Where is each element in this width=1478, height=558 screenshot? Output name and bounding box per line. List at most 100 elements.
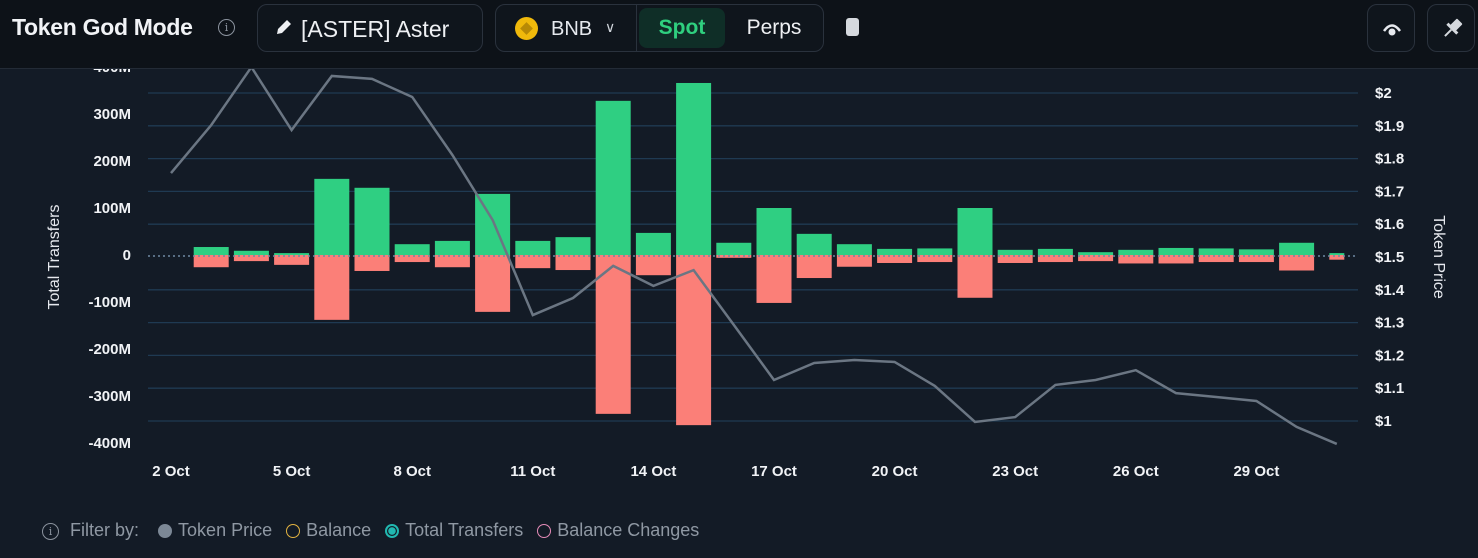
right-tick-label: $1.9 [1375,118,1404,135]
outflow-bar[interactable] [1118,255,1154,264]
inflow-bar[interactable] [917,248,953,255]
outflow-bar[interactable] [1279,255,1315,271]
inflow-bar[interactable] [1037,248,1073,255]
outflow-bar[interactable] [314,255,350,320]
inflow-bar[interactable] [314,178,350,255]
outflow-bar[interactable] [1158,255,1194,264]
outflow-bar[interactable] [394,255,430,263]
inflow-bar[interactable] [836,244,872,255]
inflow-bar[interactable] [354,187,390,255]
header: Token God Mode i [ASTER] Aster BNB ∨ Spo… [0,0,1478,69]
x-tick-label: 23 Oct [992,463,1038,480]
outflow-bar[interactable] [475,255,511,312]
outflow-bar[interactable] [1329,255,1345,260]
inflow-bar[interactable] [1198,248,1234,255]
outflow-bar[interactable] [796,255,832,279]
inflow-bar[interactable] [997,249,1033,255]
outflow-bar[interactable] [997,255,1033,263]
chain-dropdown[interactable]: BNB [551,18,593,40]
token-selector-button[interactable]: [ASTER] Aster [257,4,483,52]
outflow-bar[interactable] [877,255,913,263]
outflow-bar[interactable] [1238,255,1274,263]
outflow-bar[interactable] [274,255,310,265]
inflow-bar[interactable] [233,250,269,255]
inflow-bar[interactable] [676,82,712,255]
bars [193,82,1345,426]
left-tick-label: -200M [88,341,131,358]
inflow-bar[interactable] [274,253,310,255]
inflow-bar[interactable] [756,208,792,255]
inflow-bar[interactable] [1238,249,1274,255]
outflow-bar[interactable] [957,255,993,298]
outflow-bar[interactable] [354,255,390,271]
inflow-bar[interactable] [1158,247,1194,255]
watch-button[interactable] [1367,4,1415,52]
x-tick-label: 20 Oct [872,463,918,480]
outflow-bar[interactable] [1078,255,1114,262]
x-tick-label: 5 Oct [273,463,311,480]
right-tick-label: $1.4 [1375,282,1405,299]
right-axis-ticks: $2 $1.9 $1.8 $1.7 $1.6 $1.5 $1.4 $1.3 $1.2 $1.1 $1 [1375,85,1405,430]
outflow-bar[interactable] [193,255,229,268]
copy-icon[interactable] [846,18,859,36]
inflow-bar[interactable] [193,247,229,255]
inflow-bar[interactable] [434,240,470,255]
outflow-bar[interactable] [836,255,872,267]
pin-button[interactable] [1427,4,1475,52]
outflow-bar[interactable] [555,255,591,271]
left-axis-ticks: 400M300M200M100M0-100M-200M-300M-400M [88,59,131,452]
inflow-bar[interactable] [1078,252,1114,255]
x-tick-label: 29 Oct [1233,463,1279,480]
divider [636,5,637,51]
legend-dot-icon [286,524,301,538]
legend-item[interactable]: Total Transfers [385,520,523,541]
inflow-bar[interactable] [1329,253,1345,255]
eye-icon [1382,24,1402,36]
pin-icon [1444,18,1463,37]
info-icon[interactable]: i [218,19,235,36]
right-tick-label: $1 [1375,413,1392,430]
left-tick-label: 0 [123,247,131,264]
legend-item[interactable]: Token Price [158,520,272,541]
inflow-bar[interactable] [595,100,631,255]
outflow-bar[interactable] [233,255,269,262]
chevron-down-icon[interactable]: ∨ [605,19,616,35]
outflow-bar[interactable] [756,255,792,303]
inflow-bar[interactable] [635,232,671,255]
outflow-bar[interactable] [917,255,953,263]
inflow-bar[interactable] [716,242,752,255]
inflow-bar[interactable] [555,237,591,255]
right-tick-label: $1.7 [1375,183,1404,200]
outflow-bar[interactable] [595,255,631,414]
tab-spot[interactable]: Spot [639,8,725,48]
right-tick-label: $1.8 [1375,151,1404,168]
inflow-bar[interactable] [957,208,993,255]
bnb-coin-icon [515,17,538,40]
outflow-bar[interactable] [635,255,671,276]
inflow-bar[interactable] [515,240,551,255]
outflow-bar[interactable] [434,255,470,268]
left-tick-label: -300M [88,388,131,405]
token-label: [ASTER] Aster [301,16,450,42]
legend-label: Balance [306,520,372,540]
page-title: Token God Mode [12,14,193,40]
outflow-bar[interactable] [1037,255,1073,263]
outflow-bar[interactable] [1198,255,1234,263]
x-tick-label: 26 Oct [1113,463,1159,480]
left-tick-label: 100M [93,200,131,217]
outflow-bar[interactable] [676,255,712,426]
legend-item[interactable]: Balance [286,520,371,541]
inflow-bar[interactable] [1279,242,1315,255]
inflow-bar[interactable] [796,233,832,255]
legend-label: Token Price [178,520,273,540]
outflow-bar[interactable] [515,255,551,269]
inflow-bar[interactable] [394,244,430,255]
tab-perps[interactable]: Perps [746,16,802,39]
legend-item[interactable]: Balance Changes [537,520,699,541]
left-tick-label: -100M [88,294,131,311]
inflow-bar[interactable] [1118,249,1154,255]
right-tick-label: $2 [1375,85,1392,102]
x-tick-label: 2 Oct [152,463,190,480]
inflow-bar[interactable] [877,248,913,255]
